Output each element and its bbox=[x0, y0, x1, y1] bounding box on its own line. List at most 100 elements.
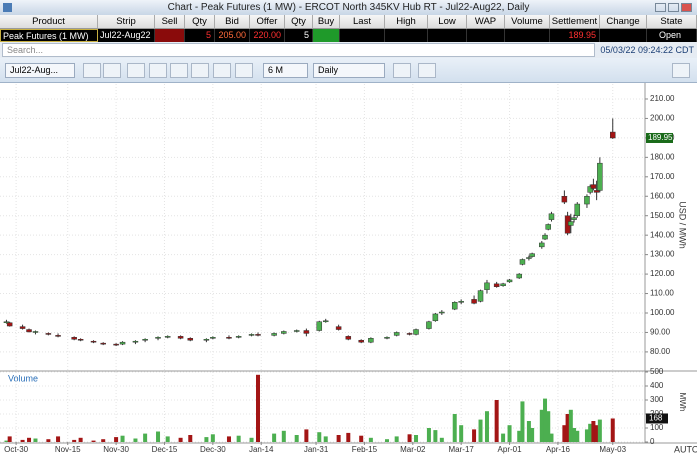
candle-body bbox=[177, 336, 184, 339]
candle-body bbox=[100, 342, 106, 345]
study-button[interactable] bbox=[418, 63, 436, 78]
x-tick-label: Dec-30 bbox=[200, 445, 226, 454]
volume-bar bbox=[484, 411, 489, 442]
candle-body bbox=[164, 336, 171, 338]
volume-bar bbox=[530, 428, 535, 442]
candle-body bbox=[368, 338, 374, 343]
x-axis-mode[interactable]: AUTO bbox=[674, 444, 697, 454]
chart-bg bbox=[0, 83, 697, 457]
copy-button[interactable] bbox=[103, 63, 121, 78]
y-tick-label: 120.00 bbox=[650, 269, 675, 278]
settings-button[interactable] bbox=[672, 63, 690, 78]
maximize-button[interactable] bbox=[668, 3, 679, 12]
volume-bar bbox=[27, 437, 32, 442]
column-header: Buy bbox=[313, 15, 340, 29]
candle-body bbox=[493, 283, 500, 287]
contract-dropdown[interactable]: Jul22-Aug... bbox=[5, 63, 75, 78]
candle-body bbox=[187, 338, 194, 341]
volume-bar bbox=[546, 411, 551, 442]
column-header: Strip bbox=[98, 15, 155, 29]
y-tick-label: 100.00 bbox=[650, 308, 675, 317]
volume-bar bbox=[323, 436, 328, 442]
volume-bar bbox=[368, 437, 373, 442]
candle-body bbox=[55, 335, 61, 337]
column-header: Bid bbox=[215, 15, 250, 29]
refresh-button[interactable] bbox=[83, 63, 101, 78]
volume-bar bbox=[591, 421, 596, 442]
range-dropdown[interactable]: 6 M bbox=[263, 63, 308, 78]
window-title: Chart - Peak Futures (1 MW) - ERCOT Nort… bbox=[167, 2, 530, 13]
volume-tick-label: 300 bbox=[650, 395, 664, 404]
volume-bar bbox=[610, 418, 615, 442]
table-cell: Jul22-Aug22 bbox=[98, 29, 155, 42]
interval-dropdown[interactable]: Daily bbox=[313, 63, 385, 78]
candle-body bbox=[203, 339, 210, 341]
column-header: Qty bbox=[185, 15, 215, 29]
volume-bar bbox=[46, 439, 51, 442]
volume-bar bbox=[91, 440, 96, 442]
candle-body bbox=[413, 329, 419, 335]
candle-body bbox=[529, 253, 535, 257]
x-tick-label: Jan-31 bbox=[304, 445, 329, 454]
volume-bar bbox=[56, 436, 61, 442]
candle-body bbox=[335, 326, 342, 330]
volume-bar bbox=[256, 374, 260, 442]
volume-bar bbox=[165, 436, 170, 442]
candle-body bbox=[45, 333, 52, 335]
minimize-button[interactable] bbox=[655, 3, 666, 12]
volume-bar bbox=[33, 438, 38, 442]
volume-bar bbox=[426, 428, 431, 442]
table-cell: 189.95 bbox=[550, 29, 600, 42]
table-cell bbox=[428, 29, 467, 42]
volume-bar bbox=[114, 437, 119, 442]
tools-button[interactable] bbox=[235, 63, 253, 78]
toolbar: Jul22-Aug... 6 M Daily bbox=[0, 58, 697, 83]
table-cell: 5 bbox=[185, 29, 215, 42]
candle-body bbox=[587, 186, 593, 193]
volume-label: Volume bbox=[8, 373, 38, 383]
candle-body bbox=[545, 224, 551, 230]
volume-bar bbox=[562, 425, 567, 442]
volume-bar bbox=[588, 423, 593, 442]
volume-bar bbox=[385, 439, 389, 442]
volume-bar bbox=[7, 436, 12, 442]
table-cell bbox=[600, 29, 647, 42]
volume-bar bbox=[494, 400, 499, 442]
candle-body bbox=[597, 162, 603, 191]
zoom-button[interactable] bbox=[393, 63, 411, 78]
candle-body bbox=[142, 339, 148, 341]
volume-tick-label: 400 bbox=[650, 381, 664, 390]
bar-type-button[interactable] bbox=[149, 63, 167, 78]
candle-body bbox=[255, 334, 261, 336]
column-header: Offer bbox=[250, 15, 285, 29]
chart-type-button[interactable] bbox=[127, 63, 145, 78]
volume-bar bbox=[120, 435, 125, 442]
candle-type-button[interactable] bbox=[170, 63, 188, 78]
candle-body bbox=[458, 301, 464, 303]
table-cell bbox=[385, 29, 428, 42]
volume-bar bbox=[4, 440, 9, 442]
volume-bar bbox=[204, 437, 209, 442]
candle-body bbox=[384, 337, 390, 339]
draw-button[interactable] bbox=[213, 63, 231, 78]
search-input[interactable]: Search... bbox=[2, 43, 595, 57]
candle-body bbox=[542, 234, 548, 240]
close-button[interactable] bbox=[681, 3, 692, 12]
table-cell: 220.00 bbox=[250, 29, 285, 42]
candle-body bbox=[432, 313, 439, 322]
volume-bar bbox=[101, 439, 106, 442]
candle-body bbox=[584, 196, 590, 205]
app-icon bbox=[3, 3, 12, 12]
volume-bar bbox=[414, 435, 419, 442]
x-tick-label: Dec-15 bbox=[152, 445, 178, 454]
column-header: WAP bbox=[467, 15, 505, 29]
candle-body bbox=[477, 290, 484, 302]
candle-body bbox=[3, 321, 10, 323]
title-bar: Chart - Peak Futures (1 MW) - ERCOT Nort… bbox=[0, 0, 697, 15]
line-type-button[interactable] bbox=[191, 63, 209, 78]
last-price-label: 189.95 bbox=[648, 133, 673, 142]
candle-body bbox=[132, 340, 139, 343]
column-header: Change bbox=[600, 15, 647, 29]
last-volume-label: 168 bbox=[649, 414, 663, 423]
